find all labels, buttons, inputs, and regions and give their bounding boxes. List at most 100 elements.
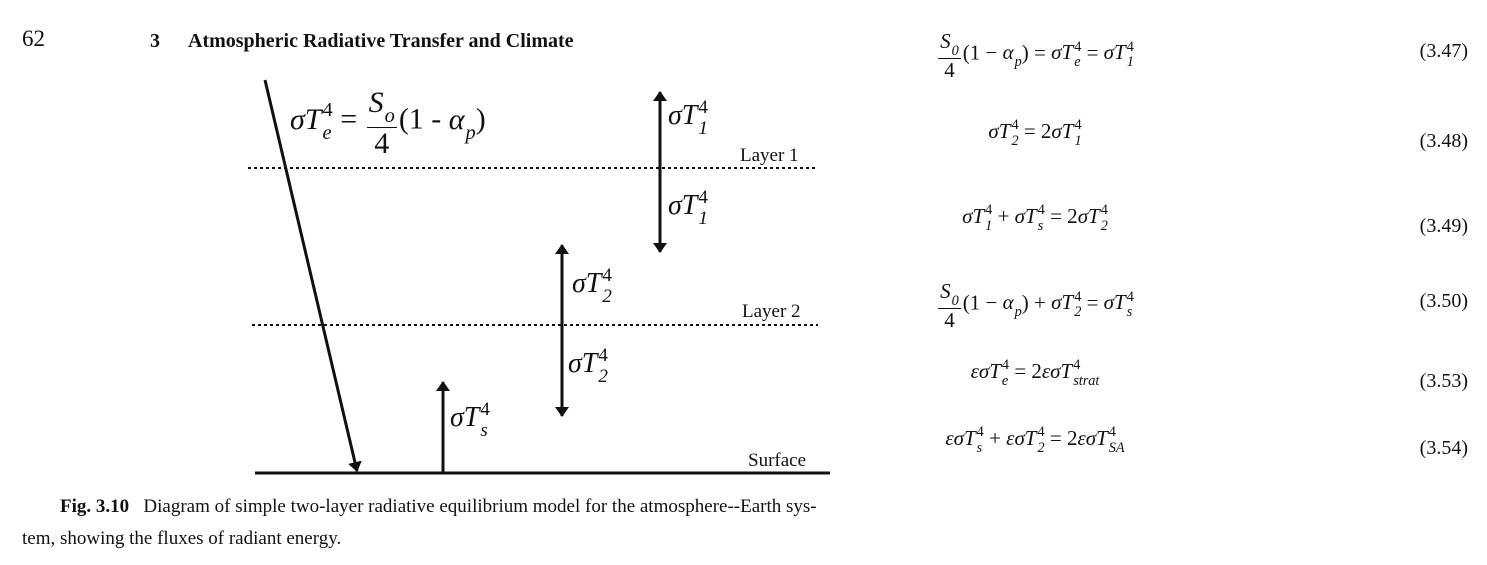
scripts: ​0: [952, 28, 959, 58]
symbol-base: S: [368, 86, 384, 120]
superscript: 4: [1001, 357, 1010, 373]
symbol-base: σT: [1103, 290, 1126, 315]
equation-number: (3.53): [1419, 370, 1468, 392]
symbol-base: σT: [668, 100, 698, 132]
scripts: ​p: [466, 100, 476, 143]
superscript: 4: [598, 345, 608, 366]
math-text: ) =: [1021, 40, 1052, 65]
subscript: 2: [1011, 132, 1019, 149]
math-text: +: [983, 425, 1007, 450]
subscript: e: [322, 121, 332, 144]
layer-label: Layer 1: [740, 145, 799, 166]
subscript: s: [1037, 217, 1044, 234]
symbol-base: σT: [572, 268, 602, 300]
scripts: 4 SA: [1109, 425, 1125, 455]
math-symbol: α​p: [1002, 290, 1022, 319]
superscript: 4: [1037, 424, 1045, 440]
superscript: 4: [1074, 38, 1082, 55]
math-symbol: σT 4 e: [1051, 39, 1081, 69]
math-symbol: εσT 4 2: [1006, 424, 1045, 455]
equation-number: (3.48): [1419, 130, 1468, 152]
equation-number: (3.50): [1419, 290, 1468, 312]
math-symbol: εσT 4 e: [970, 357, 1010, 388]
symbol-base: σT: [290, 102, 322, 136]
equation: εσT 4 e = 2εσT 4 strat: [971, 358, 1100, 388]
subscript: 1: [698, 207, 708, 229]
subscript: s: [1126, 304, 1133, 321]
symbol-base: σT: [1051, 290, 1074, 315]
flux-label: σT 4 1: [668, 98, 708, 138]
fraction: S​04: [938, 278, 961, 331]
equation-number: (3.54): [1419, 437, 1468, 459]
math-text: = 2: [1044, 425, 1078, 450]
math-symbol: S​o: [368, 86, 395, 127]
math-symbol: σT 4 2: [1077, 203, 1108, 233]
math-text: = 2: [1044, 203, 1078, 228]
scripts: ​0: [952, 278, 959, 308]
math-text: =: [332, 102, 365, 136]
math-text: =: [1081, 290, 1104, 315]
symbol-base: εσT: [970, 358, 1001, 383]
symbol-base: σT: [962, 203, 985, 228]
math-symbol: σT 4 1: [668, 188, 708, 228]
flux-label: σT 4 2: [572, 266, 612, 306]
flux-label: σT 4 s: [450, 400, 490, 440]
math-symbol: σT 4 2: [1051, 289, 1081, 319]
superscript: 4: [1011, 117, 1019, 133]
symbol-base: σT: [988, 118, 1011, 143]
math-symbol: σT 4 e: [290, 99, 333, 143]
symbol-base: σT: [1103, 40, 1126, 65]
subscript: 2: [602, 285, 612, 307]
chapter-title: Atmospheric Radiative Transfer and Clima…: [188, 30, 574, 52]
fraction: S​o4: [366, 84, 397, 159]
flux-label: σT 4 2: [568, 346, 608, 386]
equation: εσT 4 s + εσT 4 2 = 2εσT 4 SA: [945, 425, 1124, 455]
superscript: 4: [698, 97, 708, 118]
numerator: S​o: [366, 84, 397, 128]
superscript: 4: [985, 202, 993, 218]
scripts: ​o: [385, 84, 395, 127]
fraction: S​04: [938, 28, 961, 81]
subscript: 2: [1100, 217, 1108, 234]
scripts: ​p: [1015, 290, 1022, 320]
symbol-base: α: [448, 102, 465, 136]
subscript: p: [1014, 304, 1022, 321]
math-symbol: σT 4 1: [668, 97, 708, 138]
math-symbol: σT 4 s: [1103, 289, 1134, 319]
solar-arrow: [263, 79, 362, 472]
caption-label: Fig. 3.10: [60, 496, 130, 517]
math-text: ): [475, 102, 486, 136]
page-number: 62: [22, 26, 45, 51]
symbol-base: σT: [1077, 203, 1100, 228]
math-symbol: σT 4 s: [1014, 203, 1045, 233]
equation-number: (3.49): [1419, 215, 1468, 237]
chapter-number: 3: [150, 30, 160, 52]
superscript: 4: [322, 99, 333, 122]
denominator: 4: [944, 57, 955, 82]
math-text: = 2: [1009, 358, 1042, 383]
symbol-base: σT: [668, 190, 698, 222]
equation-number: (3.47): [1419, 40, 1468, 62]
math-text: = 2: [1018, 118, 1052, 143]
numerator: S​0: [938, 278, 961, 309]
scripts: 4 strat: [1073, 358, 1099, 388]
subscript: 0: [951, 42, 959, 59]
symbol-base: σT: [1014, 203, 1037, 228]
symbol-base: α: [1002, 290, 1014, 315]
superscript: 4: [698, 187, 708, 208]
math-text: (1 −: [962, 40, 1003, 65]
math-symbol: εσT 4 SA: [1077, 425, 1124, 455]
subscript: SA: [1108, 439, 1125, 456]
caption-line: tem, showing the fluxes of radiant energ…: [22, 528, 342, 549]
symbol-base: εσT: [1041, 358, 1073, 383]
